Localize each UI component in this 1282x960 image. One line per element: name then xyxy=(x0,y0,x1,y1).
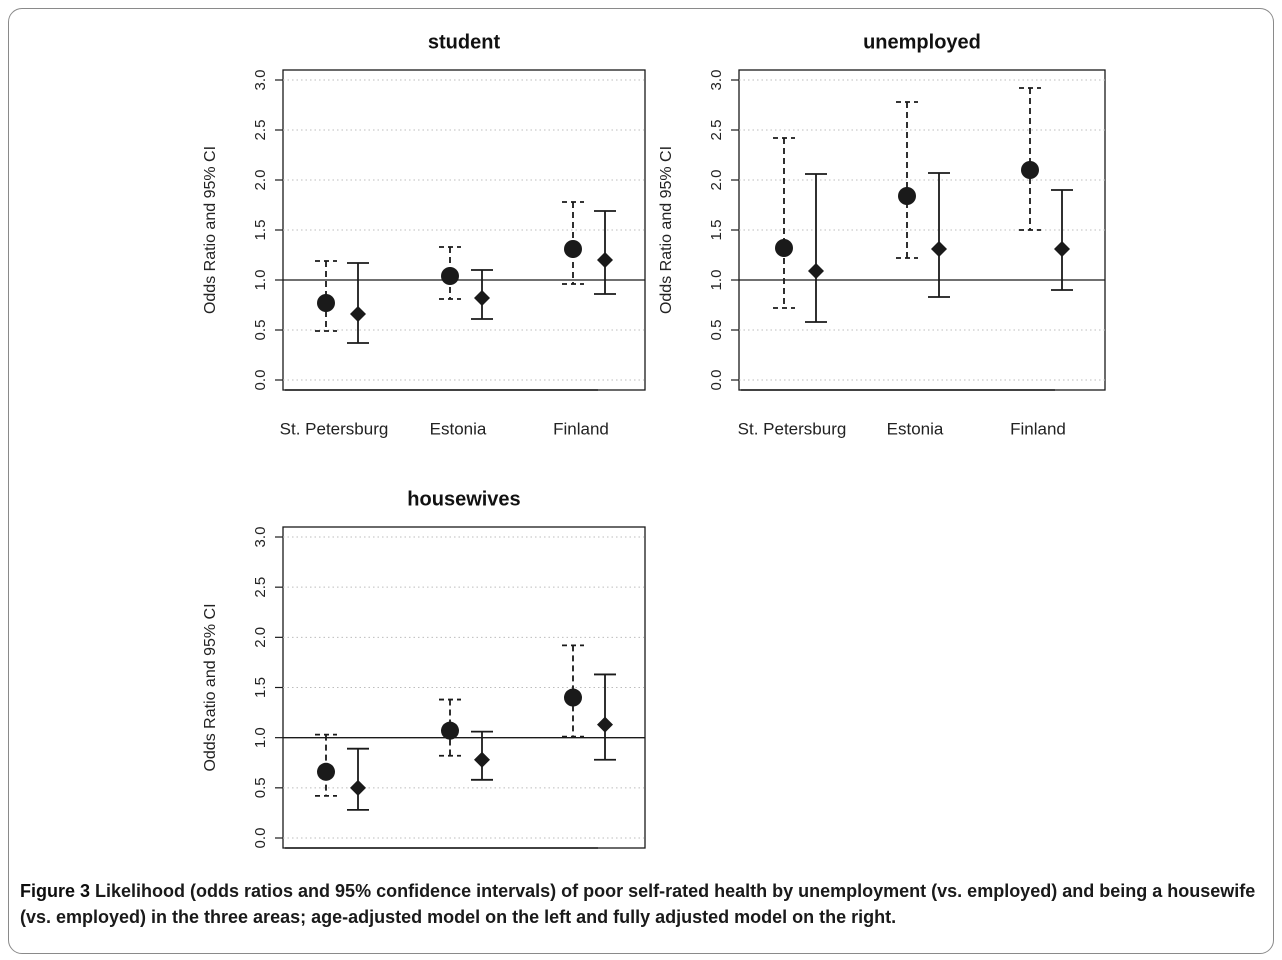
x-category-label: St. Petersburg xyxy=(738,419,847,438)
figure-frame xyxy=(8,8,1274,954)
chart-panel-student: 0.0 0.5 1.0 1.5 2.0 2.5 3.0 Odds Ratio and 95% … xyxy=(202,31,646,438)
estimate-circle-point xyxy=(898,187,916,205)
y-tick-label: 0.0 xyxy=(252,828,269,849)
y-tick-label: 1.5 xyxy=(708,220,725,241)
estimate-circle-point xyxy=(775,239,793,257)
estimate-circle-point xyxy=(1021,161,1039,179)
x-category-label: Finland xyxy=(553,419,609,438)
y-tick-label: 1.5 xyxy=(252,677,269,698)
chart-panel-unemployed: 0.0 0.5 1.0 1.5 2.0 2.5 3.0 Odds Ratio and 95% … xyxy=(658,31,1106,438)
estimate-diamond-point xyxy=(1054,241,1070,257)
estimate-circle-point xyxy=(317,762,335,781)
y-tick-label: 0.5 xyxy=(252,320,269,341)
estimate-diamond-point xyxy=(474,290,490,306)
panel-title: unemployed xyxy=(863,31,981,53)
panel-title: student xyxy=(428,31,501,53)
x-category-label: St. Petersburg xyxy=(280,419,389,438)
y-axis-title: Odds Ratio and 95% CI xyxy=(202,146,219,314)
y-tick-label: 2.0 xyxy=(708,170,725,191)
estimate-circle-point xyxy=(564,688,582,707)
y-tick-label: 0.5 xyxy=(252,777,269,798)
figure-caption: Figure 3 Likelihood (odds ratios and 95%… xyxy=(20,878,1270,930)
y-tick-label: 2.5 xyxy=(708,120,725,141)
y-axis-title: Odds Ratio and 95% CI xyxy=(202,603,219,771)
estimate-diamond-point xyxy=(474,751,490,768)
caption-label: Figure 3 xyxy=(20,881,91,901)
y-tick-label: 2.0 xyxy=(252,627,269,648)
estimate-diamond-point xyxy=(350,306,366,322)
y-tick-label: 0.5 xyxy=(708,320,725,341)
y-tick-label: 1.0 xyxy=(252,727,269,748)
estimate-circle-point xyxy=(317,294,335,312)
figure-canvas: 0.0 0.5 1.0 1.5 2.0 2.5 3.0 Odds Ratio and 95% … xyxy=(202,31,1106,849)
y-tick-label: 3.0 xyxy=(252,70,269,91)
x-category-label: Estonia xyxy=(430,419,487,438)
y-tick-label: 1.0 xyxy=(252,270,269,291)
estimate-circle-point xyxy=(441,267,459,285)
y-tick-label: 1.5 xyxy=(252,220,269,241)
caption-text: Likelihood (odds ratios and 95% confiden… xyxy=(20,881,1256,927)
estimate-circle-point xyxy=(441,721,459,740)
y-tick-label: 0.0 xyxy=(708,370,725,391)
estimate-diamond-point xyxy=(597,716,613,733)
y-tick-label: 2.0 xyxy=(252,170,269,191)
y-tick-label: 1.0 xyxy=(708,270,725,291)
estimate-diamond-point xyxy=(597,252,613,268)
y-tick-label: 0.0 xyxy=(252,370,269,391)
y-tick-label: 3.0 xyxy=(708,70,725,91)
estimate-diamond-point xyxy=(808,263,824,279)
estimate-circle-point xyxy=(564,240,582,258)
panel-title: housewives xyxy=(407,488,520,510)
estimate-diamond-point xyxy=(931,241,947,257)
y-tick-label: 2.5 xyxy=(252,577,269,598)
y-tick-label: 2.5 xyxy=(252,120,269,141)
estimate-diamond-point xyxy=(350,779,366,796)
y-tick-label: 3.0 xyxy=(252,527,269,548)
x-category-label: Finland xyxy=(1010,419,1066,438)
x-category-label: Estonia xyxy=(887,419,944,438)
y-axis-title: Odds Ratio and 95% CI xyxy=(658,146,675,314)
chart-panel-housewives: 0.0 0.5 1.0 1.5 2.0 2.5 3.0 Odds Ratio and 95% … xyxy=(202,488,646,849)
